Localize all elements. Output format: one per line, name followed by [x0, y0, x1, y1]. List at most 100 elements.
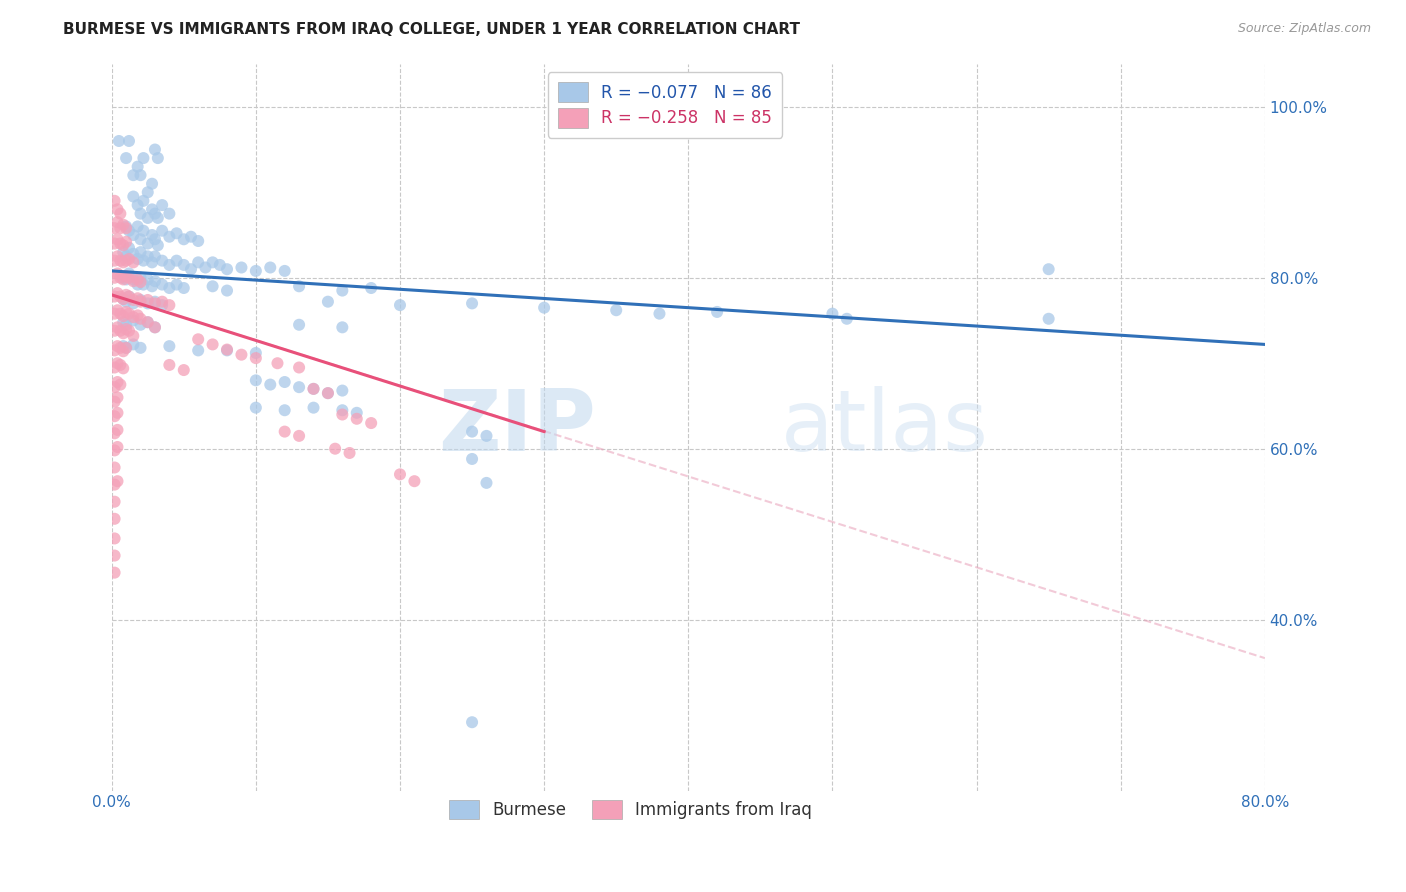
Point: [141, 202, 163, 217]
Point: [107, 339, 129, 353]
Point: [475, 475, 498, 490]
Point: [146, 211, 169, 225]
Point: [132, 194, 155, 208]
Point: [166, 277, 188, 292]
Point: [107, 406, 129, 420]
Point: [127, 309, 149, 323]
Point: [115, 219, 138, 234]
Point: [107, 474, 129, 488]
Point: [648, 307, 671, 321]
Point: [129, 293, 152, 307]
Point: [150, 298, 173, 312]
Point: [706, 305, 728, 319]
Text: ZIP: ZIP: [439, 386, 596, 469]
Point: [330, 408, 353, 422]
Point: [112, 272, 135, 286]
Point: [245, 351, 267, 365]
Point: [112, 270, 135, 285]
Point: [404, 474, 426, 488]
Point: [132, 277, 155, 292]
Point: [201, 279, 224, 293]
Point: [180, 229, 202, 244]
Point: [107, 267, 129, 281]
Point: [143, 274, 166, 288]
Point: [103, 360, 125, 375]
Point: [115, 305, 138, 319]
Point: [103, 443, 125, 458]
Point: [129, 207, 152, 221]
Point: [115, 341, 138, 355]
Point: [266, 356, 288, 370]
Point: [143, 232, 166, 246]
Point: [360, 281, 382, 295]
Point: [215, 284, 238, 298]
Point: [103, 253, 125, 268]
Point: [330, 320, 353, 334]
Point: [150, 224, 173, 238]
Point: [118, 224, 141, 238]
Point: [187, 343, 209, 358]
Point: [112, 361, 135, 376]
Point: [136, 315, 159, 329]
Point: [150, 294, 173, 309]
Point: [273, 375, 295, 389]
Point: [112, 309, 135, 323]
Point: [316, 294, 339, 309]
Point: [157, 207, 180, 221]
Point: [132, 151, 155, 165]
Point: [136, 186, 159, 200]
Point: [1038, 262, 1060, 277]
Point: [122, 168, 145, 182]
Point: [107, 375, 129, 389]
Point: [288, 318, 311, 332]
Point: [245, 346, 267, 360]
Point: [231, 348, 253, 362]
Text: BURMESE VS IMMIGRANTS FROM IRAQ COLLEGE, UNDER 1 YEAR CORRELATION CHART: BURMESE VS IMMIGRANTS FROM IRAQ COLLEGE,…: [63, 22, 800, 37]
Point: [157, 258, 180, 272]
Point: [115, 341, 138, 355]
Point: [115, 294, 138, 309]
Point: [127, 219, 149, 234]
Point: [112, 218, 135, 232]
Point: [339, 446, 361, 460]
Point: [107, 249, 129, 263]
Point: [157, 339, 180, 353]
Point: [112, 245, 135, 260]
Point: [461, 715, 484, 730]
Point: [115, 288, 138, 302]
Point: [143, 320, 166, 334]
Point: [115, 268, 138, 283]
Point: [150, 253, 173, 268]
Point: [122, 313, 145, 327]
Point: [316, 386, 339, 401]
Point: [136, 315, 159, 329]
Point: [330, 384, 353, 398]
Point: [208, 258, 231, 272]
Point: [146, 238, 169, 252]
Point: [122, 337, 145, 351]
Point: [187, 332, 209, 346]
Point: [110, 324, 132, 338]
Point: [157, 229, 180, 244]
Point: [194, 260, 217, 275]
Point: [107, 215, 129, 229]
Point: [136, 293, 159, 307]
Point: [143, 143, 166, 157]
Point: [346, 411, 368, 425]
Point: [173, 363, 195, 377]
Point: [122, 293, 145, 307]
Point: [107, 202, 129, 217]
Point: [122, 329, 145, 343]
Legend: Burmese, Immigrants from Iraq: Burmese, Immigrants from Iraq: [443, 793, 818, 826]
Point: [122, 272, 145, 286]
Point: [107, 356, 129, 370]
Point: [475, 429, 498, 443]
Point: [110, 207, 132, 221]
Point: [129, 311, 152, 326]
Point: [288, 380, 311, 394]
Point: [103, 409, 125, 424]
Point: [316, 386, 339, 401]
Point: [215, 343, 238, 358]
Point: [157, 358, 180, 372]
Point: [127, 160, 149, 174]
